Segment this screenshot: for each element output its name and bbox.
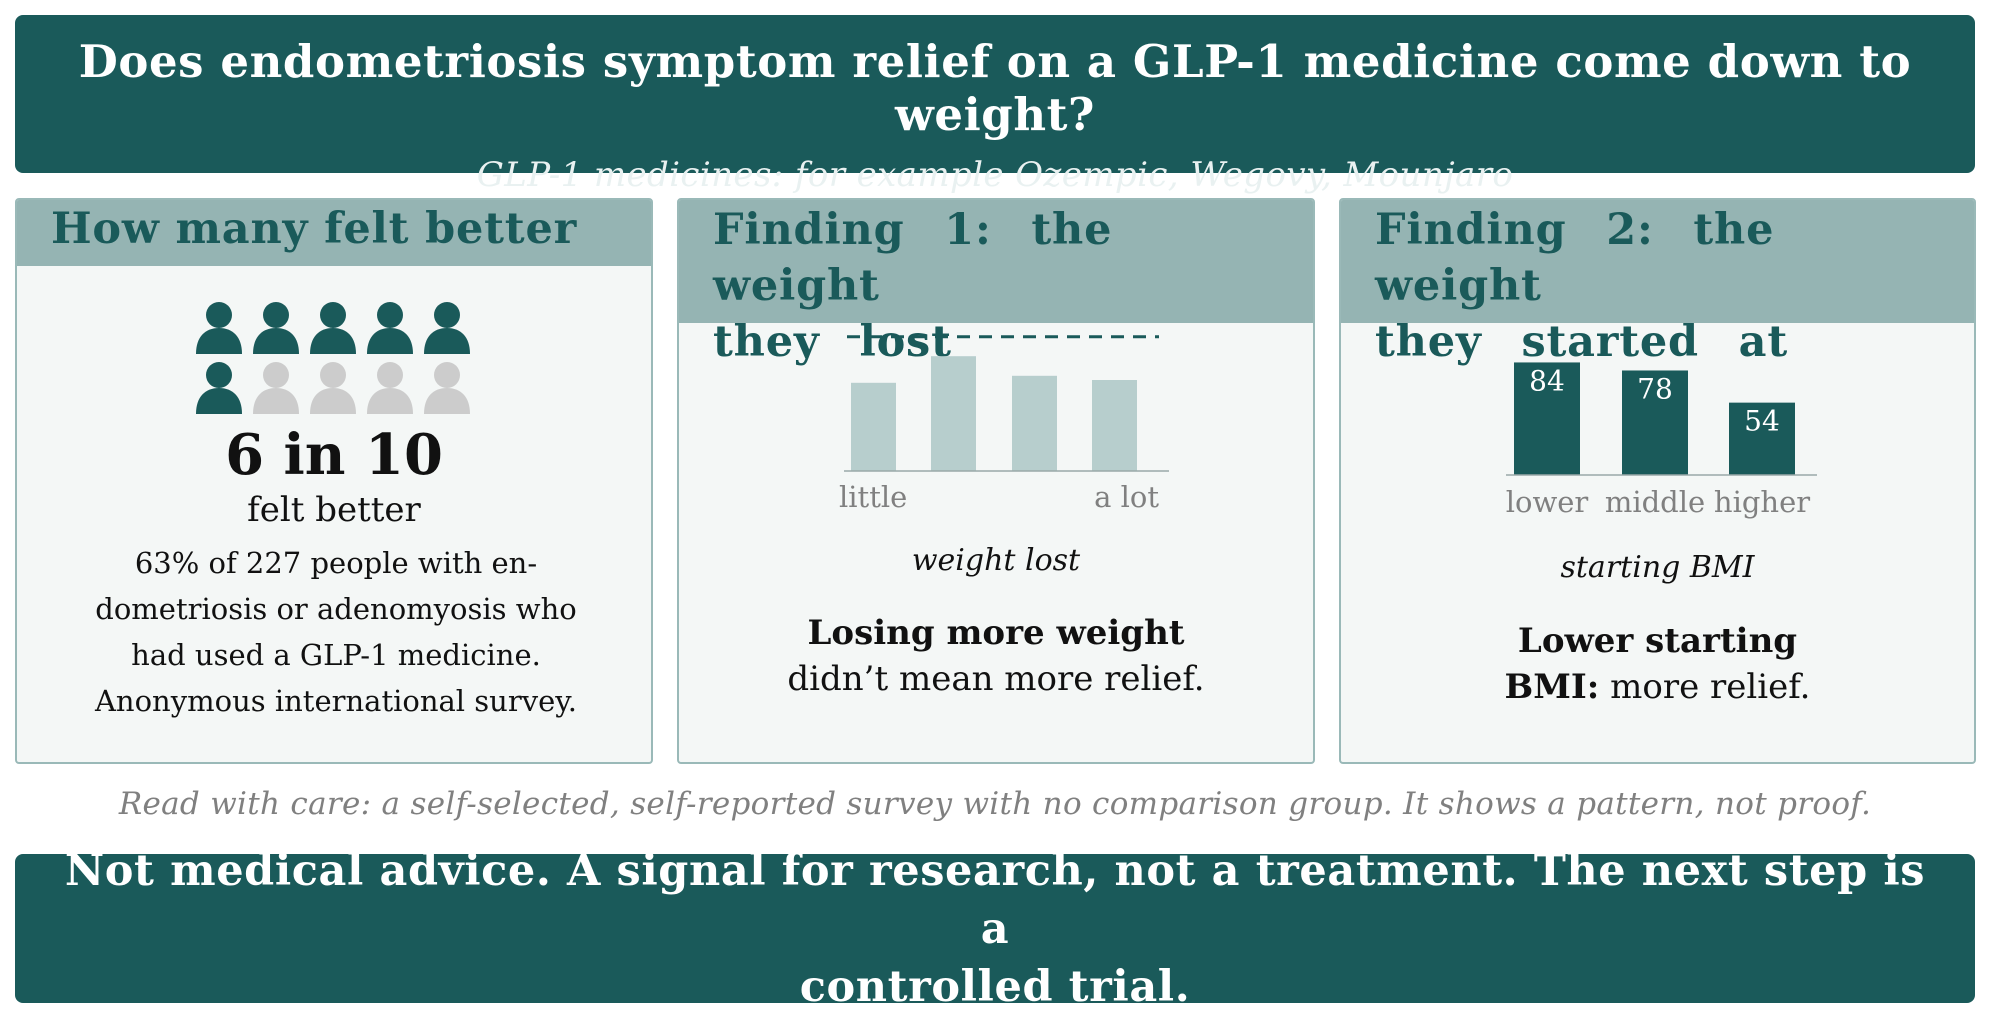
panel-heading-line: they lost	[713, 317, 952, 367]
finding-bold: Losing more weight	[807, 613, 1185, 653]
starting-bmi-bar-chart: 84 78 54 lower middle higher	[1506, 362, 1817, 519]
description-line: Anonymous international survey.	[94, 684, 578, 718]
disclaimer-line: controlled trial.	[799, 961, 1191, 1012]
description-line: had used a GLP-1 medicine.	[131, 638, 541, 672]
panel-heading-line: Finding 2: the weight	[1375, 205, 1775, 311]
finding-text: Losing more weight didn’t mean more reli…	[679, 610, 1313, 702]
page-title: Does endometriosis symptom relief on a G…	[78, 35, 1912, 141]
title-banner: Does endometriosis symptom relief on a G…	[15, 15, 1975, 195]
finding-rest: didn’t mean more relief.	[787, 659, 1205, 699]
person-filled-icon	[424, 302, 470, 354]
bar	[1514, 362, 1580, 475]
finding-bold: BMI:	[1504, 667, 1600, 707]
panel-heading-line: Finding 1: the weight	[713, 205, 1113, 311]
person-filled-icon	[253, 302, 299, 354]
big-stat-label: felt better	[247, 490, 421, 530]
panel-heading-line: they started at	[1375, 317, 1789, 367]
person-filled-icon	[196, 302, 242, 354]
panel-felt-better: How many felt better 6 in 10 felt better…	[15, 198, 653, 764]
tick-label: lower	[1506, 485, 1589, 519]
tick-label: a lot	[1094, 480, 1159, 514]
finding-bold: Lower starting	[1517, 621, 1798, 661]
data-label: 84	[1529, 364, 1565, 397]
big-stat: 6 in 10	[225, 422, 443, 488]
person-empty-icon	[310, 362, 356, 414]
person-filled-icon	[196, 362, 242, 414]
panel-heading: Finding 1: the weight they lost	[679, 200, 1313, 367]
bar	[1729, 402, 1795, 475]
person-empty-icon	[367, 362, 413, 414]
panel-finding-1: Finding 1: the weight they lost little a …	[677, 198, 1315, 764]
panel-heading: Finding 2: the weight they started at	[1341, 200, 1974, 367]
finding-text: Lower starting BMI: more relief.	[1341, 618, 1974, 710]
description-line: dometriosis or adenomyosis who	[95, 592, 577, 626]
tick-label: little	[839, 480, 907, 514]
x-axis-label: weight lost	[911, 543, 1081, 578]
icon-row	[195, 300, 485, 354]
caveat-note: Read with care: a self-selected, self-re…	[118, 786, 1872, 822]
bar	[1092, 380, 1137, 471]
description-line: 63% of 227 people with en-	[134, 546, 538, 580]
panel-heading: How many felt better	[17, 200, 651, 266]
bar	[931, 356, 976, 471]
tick-label: middle	[1605, 485, 1705, 519]
person-empty-icon	[253, 362, 299, 414]
person-empty-icon	[424, 362, 470, 414]
disclaimer-text: Not medical advice. A signal for researc…	[55, 842, 1935, 1016]
page-subtitle: GLP-1 medicines: for example Ozempic, We…	[476, 155, 1514, 195]
bar	[1622, 370, 1688, 475]
person-filled-icon	[310, 302, 356, 354]
weight-lost-bar-chart: little a lot	[839, 335, 1169, 514]
panel-finding-2: Finding 2: the weight they started at 84…	[1339, 198, 1976, 764]
person-filled-icon	[367, 302, 413, 354]
tick-label: higher	[1714, 485, 1810, 519]
people-icon-grid	[195, 300, 485, 420]
icon-row	[195, 360, 485, 414]
finding-rest: more relief.	[1610, 667, 1811, 707]
survey-description: 63% of 227 people with en- dometriosis o…	[67, 540, 605, 724]
x-axis-label: starting BMI	[1560, 550, 1755, 585]
disclaimer-banner: Not medical advice. A signal for researc…	[15, 846, 1975, 1012]
data-label: 54	[1744, 405, 1780, 438]
disclaimer-line: Not medical advice. A signal for researc…	[64, 845, 1926, 954]
bar	[851, 382, 896, 471]
data-label: 78	[1637, 372, 1673, 405]
bar	[1012, 375, 1057, 471]
